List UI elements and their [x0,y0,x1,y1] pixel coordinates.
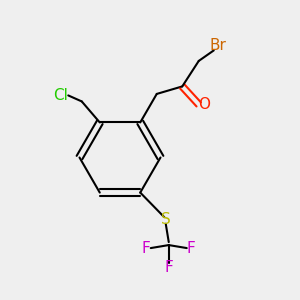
Text: F: F [187,241,196,256]
Text: F: F [164,260,173,275]
Text: Cl: Cl [53,88,68,103]
Text: F: F [142,241,151,256]
Text: S: S [161,212,171,227]
Text: Br: Br [210,38,227,53]
Text: O: O [198,97,210,112]
